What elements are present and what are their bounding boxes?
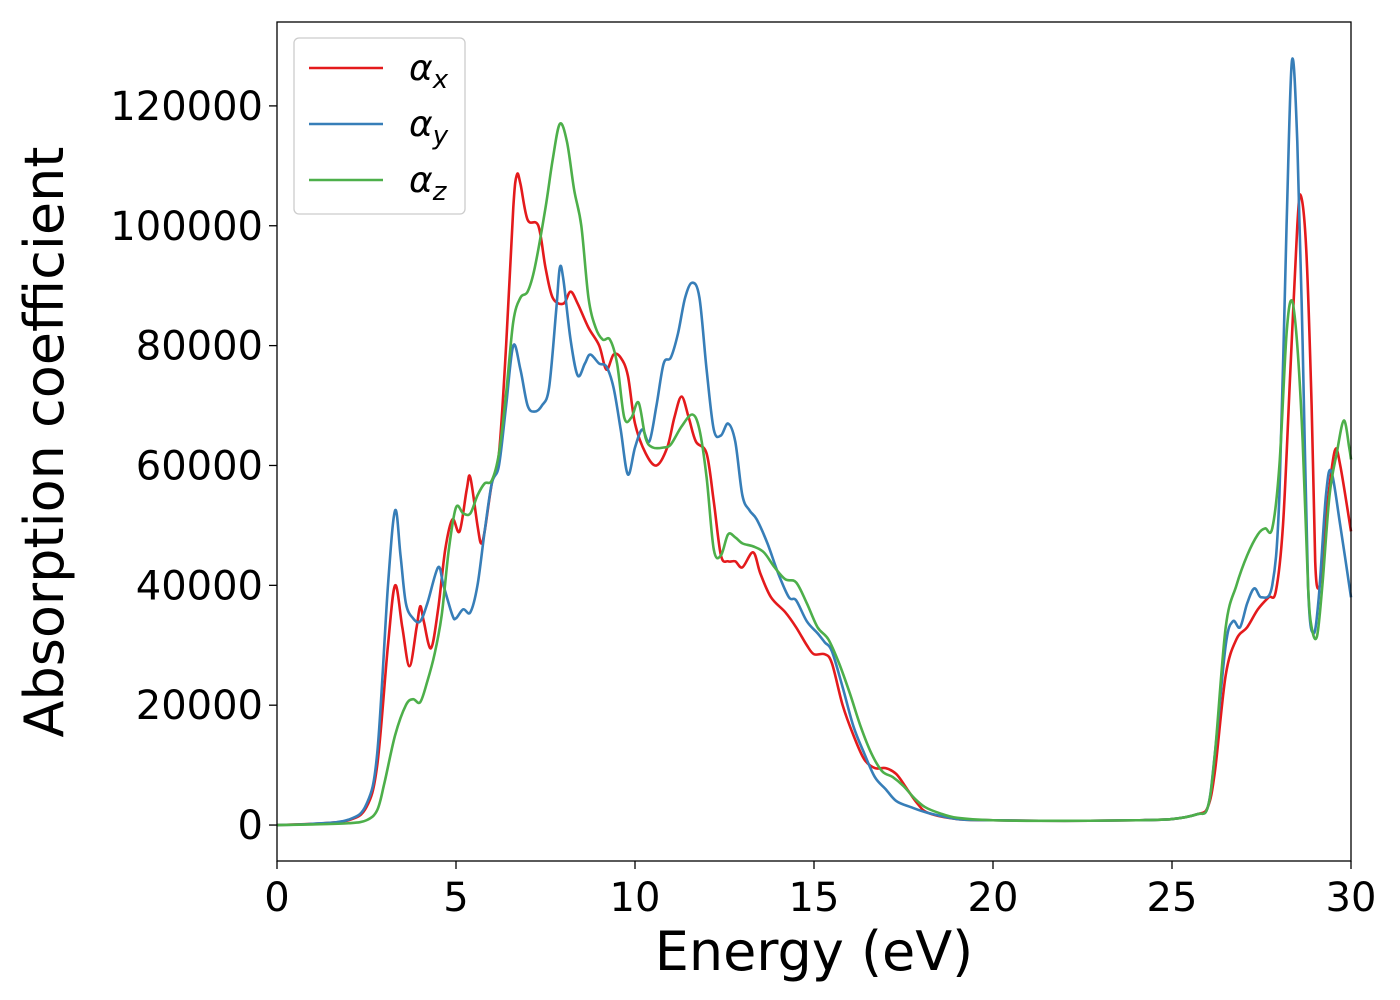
series-layer — [276, 57, 1353, 827]
legend-label-z: αz — [409, 160, 448, 207]
series-line-x — [276, 172, 1353, 827]
y-tick-label: 0 — [238, 803, 263, 849]
y-tick-label: 20000 — [136, 683, 263, 729]
x-axis-title: Energy (eV) — [655, 920, 974, 983]
x-tick-label: 20 — [968, 875, 1019, 921]
legend-label-x: αx — [409, 48, 449, 95]
y-tick-label: 40000 — [136, 563, 263, 609]
legend-box — [293, 37, 466, 215]
y-axis-title: Absorption coefficient — [13, 147, 76, 738]
x-tick-label: 0 — [264, 875, 289, 921]
series-line-z — [276, 122, 1353, 827]
x-tick-label: 25 — [1147, 875, 1198, 921]
series-line-y — [276, 57, 1353, 827]
x-axis: 0 5 10 15 20 25 30 — [264, 861, 1376, 921]
x-tick-label: 10 — [610, 875, 661, 921]
legend-label-y: αy — [409, 104, 449, 151]
y-tick-label: 120000 — [110, 84, 263, 130]
y-tick-label: 100000 — [110, 204, 263, 250]
y-axis: 0 20000 40000 60000 80000 100000 120000 — [110, 84, 277, 849]
x-tick-label: 30 — [1326, 875, 1377, 921]
y-tick-label: 60000 — [136, 443, 263, 489]
legend: αx αy αz — [293, 37, 466, 215]
y-tick-label: 80000 — [136, 324, 263, 370]
x-tick-label: 15 — [789, 875, 840, 921]
x-tick-label: 5 — [443, 875, 468, 921]
